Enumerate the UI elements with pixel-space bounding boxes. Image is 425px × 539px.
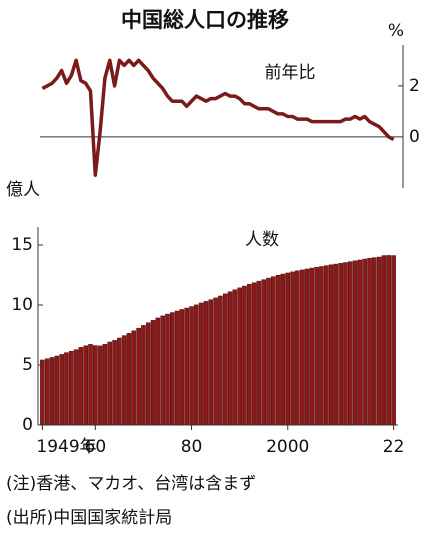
bar bbox=[59, 354, 64, 426]
bar bbox=[102, 343, 108, 426]
bar bbox=[338, 263, 343, 426]
series-label: 前年比 bbox=[265, 63, 316, 83]
bar bbox=[348, 261, 353, 426]
bar bbox=[357, 259, 363, 426]
bar bbox=[107, 341, 113, 426]
bar bbox=[266, 277, 271, 426]
bar bbox=[136, 327, 141, 426]
note: (注)香港、マカオ、台湾は含まず bbox=[6, 474, 256, 494]
bar bbox=[174, 310, 180, 426]
bar bbox=[362, 258, 368, 426]
bar bbox=[343, 262, 348, 426]
bar bbox=[218, 295, 223, 426]
y-axis-label: 億人 bbox=[6, 180, 40, 200]
bar bbox=[97, 345, 103, 426]
bar bbox=[184, 307, 190, 426]
x-tick-label: 22 bbox=[383, 437, 405, 457]
bar bbox=[208, 299, 214, 426]
bar bbox=[372, 257, 377, 426]
bar bbox=[271, 276, 276, 426]
bar bbox=[261, 279, 266, 426]
bar bbox=[386, 255, 392, 426]
y-tick-label: 15 bbox=[11, 235, 33, 255]
bar bbox=[319, 266, 324, 426]
bar bbox=[121, 335, 127, 426]
bar bbox=[280, 273, 286, 426]
line-series bbox=[41, 58, 395, 177]
bar bbox=[222, 293, 228, 426]
y-tick-label: 0 bbox=[409, 127, 420, 147]
bar bbox=[333, 263, 339, 426]
bar bbox=[179, 309, 185, 426]
bar bbox=[328, 264, 334, 426]
bar bbox=[285, 272, 291, 426]
bar bbox=[194, 304, 199, 426]
y-tick-label: 10 bbox=[11, 295, 33, 315]
bar bbox=[295, 270, 300, 426]
x-tick-label: 2000 bbox=[266, 437, 309, 457]
bar bbox=[304, 268, 310, 426]
bar bbox=[275, 274, 281, 426]
bar bbox=[189, 306, 194, 426]
bar bbox=[232, 289, 238, 426]
bar bbox=[64, 352, 69, 426]
bar bbox=[256, 280, 262, 426]
bar bbox=[49, 357, 55, 426]
bar bbox=[251, 282, 257, 426]
bar bbox=[242, 285, 247, 426]
bar bbox=[78, 347, 84, 426]
chart-title: 中国総人口の推移 bbox=[121, 8, 289, 32]
y-tick-label: 2 bbox=[409, 76, 420, 96]
bar bbox=[203, 301, 209, 426]
y-tick-label: 0 bbox=[22, 415, 33, 435]
bar bbox=[88, 344, 93, 426]
bar bbox=[141, 325, 146, 426]
bar bbox=[299, 269, 305, 426]
bar bbox=[290, 271, 295, 426]
bar bbox=[117, 337, 122, 426]
x-tick-label: 80 bbox=[181, 437, 203, 457]
x-tick-label: 1949年 bbox=[36, 437, 96, 457]
x-tick-label: 60 bbox=[85, 437, 107, 457]
series-label: 人数 bbox=[245, 230, 279, 250]
bar bbox=[112, 340, 117, 426]
bar bbox=[83, 345, 88, 426]
bar bbox=[126, 333, 132, 426]
bar bbox=[352, 260, 358, 426]
y-tick-label: 5 bbox=[22, 355, 33, 375]
y-axis-label: % bbox=[388, 21, 404, 41]
bar bbox=[93, 345, 98, 426]
bar bbox=[314, 267, 319, 426]
bar bbox=[40, 359, 45, 426]
bar bbox=[68, 350, 74, 426]
bar bbox=[323, 265, 329, 426]
bar bbox=[213, 297, 218, 426]
bar bbox=[170, 312, 175, 426]
bar bbox=[131, 330, 137, 426]
bar bbox=[391, 255, 396, 426]
bar bbox=[198, 302, 204, 426]
bar bbox=[165, 313, 170, 426]
bar bbox=[160, 315, 165, 426]
bar bbox=[367, 257, 372, 426]
bar bbox=[227, 291, 233, 426]
bar bbox=[237, 287, 242, 426]
bar bbox=[54, 355, 60, 426]
bar bbox=[381, 255, 387, 426]
bar bbox=[150, 320, 156, 426]
bar bbox=[246, 284, 252, 426]
note: (出所)中国国家統計局 bbox=[6, 508, 172, 528]
bar bbox=[73, 349, 79, 426]
bar bbox=[145, 322, 151, 426]
bar bbox=[376, 256, 382, 426]
bar bbox=[155, 317, 161, 426]
bar bbox=[309, 267, 315, 426]
bar bbox=[44, 358, 50, 426]
